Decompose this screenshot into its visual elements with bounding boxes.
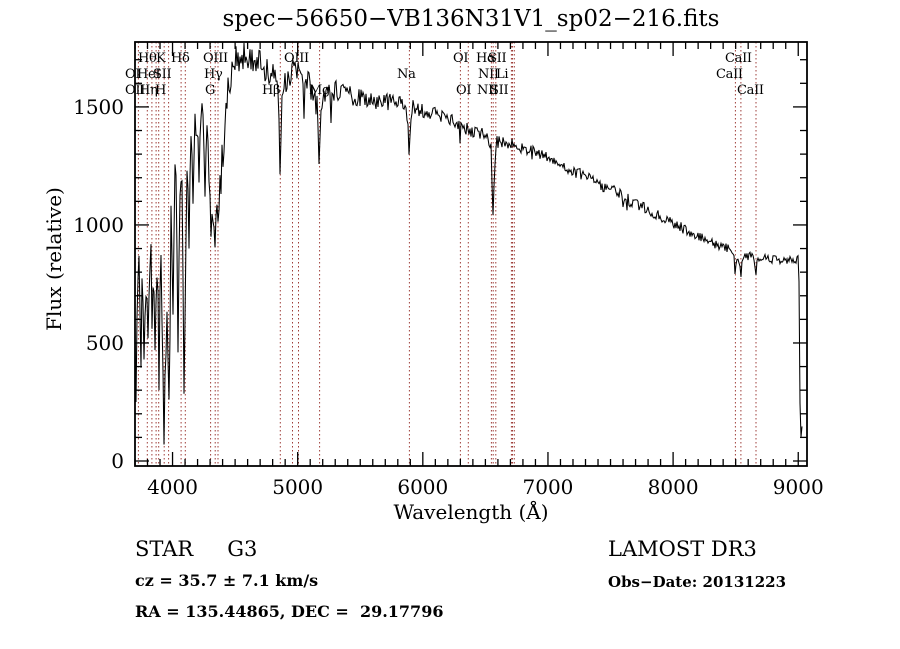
line-label: SII — [490, 83, 508, 98]
x-tick-label: 5000 — [272, 475, 323, 499]
line-label: Hα — [476, 51, 496, 66]
object-class: STAR — [135, 537, 194, 561]
object-subclass: G3 — [227, 537, 258, 561]
line-label: Hγ — [204, 67, 223, 82]
line-label: Hβ — [262, 83, 280, 98]
line-label: OIII — [284, 51, 309, 66]
line-label: Hη — [139, 83, 158, 98]
plot-frame — [134, 41, 808, 467]
classification-text: STAR G3 — [135, 537, 257, 561]
x-tick-label: 4000 — [147, 475, 198, 499]
line-label: OI — [456, 83, 471, 98]
line-label: NII — [478, 67, 499, 82]
y-tick-label: 1500 — [73, 95, 124, 119]
survey-release-text: LAMOST DR3 — [608, 537, 757, 561]
x-tick-label: 6000 — [397, 475, 448, 499]
y-axis-label: Flux (relative) — [42, 187, 66, 331]
line-label: Na — [397, 67, 416, 82]
x-tick-label: 9000 — [773, 475, 824, 499]
x-axis-label: Wavelength (Å) — [393, 500, 549, 524]
line-label: OI — [125, 67, 140, 82]
tick-labels: 4000 5000 6000 7000 8000 9000 0 500 1000 1500 — [73, 95, 824, 499]
plot-title: spec−56650−VB136N31V1_sp02−216.fits — [222, 6, 720, 32]
line-label: H — [155, 83, 166, 98]
radial-velocity-text: cz = 35.7 ± 7.1 km/s — [135, 571, 319, 590]
line-label: NII — [477, 83, 498, 98]
line-label: Hθ — [138, 51, 157, 66]
spectrum — [134, 42, 803, 445]
line-label: HeI — [137, 67, 160, 82]
x-tick-label: 8000 — [648, 475, 699, 499]
line-label: CaII — [737, 83, 764, 98]
obs-date-text: Obs−Date: 20131223 — [608, 573, 787, 591]
line-label: CaII — [725, 51, 752, 66]
line-label: K — [156, 51, 166, 66]
y-tick-label: 1000 — [73, 213, 124, 237]
y-tick-label: 0 — [111, 449, 124, 473]
x-tick-label: 7000 — [523, 475, 574, 499]
spectrum-line — [134, 42, 803, 445]
y-tick-label: 500 — [86, 331, 124, 355]
line-label: G — [205, 83, 215, 98]
line-label: SII — [153, 67, 171, 82]
axes — [134, 41, 808, 467]
line-label: CaII — [716, 67, 743, 82]
line-label: SII — [488, 51, 506, 66]
line-label: Hδ — [171, 51, 190, 66]
line-label: Li — [496, 67, 508, 82]
coordinates-text: RA = 135.44865, DEC = 29.17796 — [135, 602, 444, 621]
line-label: OI — [453, 51, 468, 66]
line-label: OIII — [203, 51, 228, 66]
spectral-line-markers — [137, 42, 757, 466]
